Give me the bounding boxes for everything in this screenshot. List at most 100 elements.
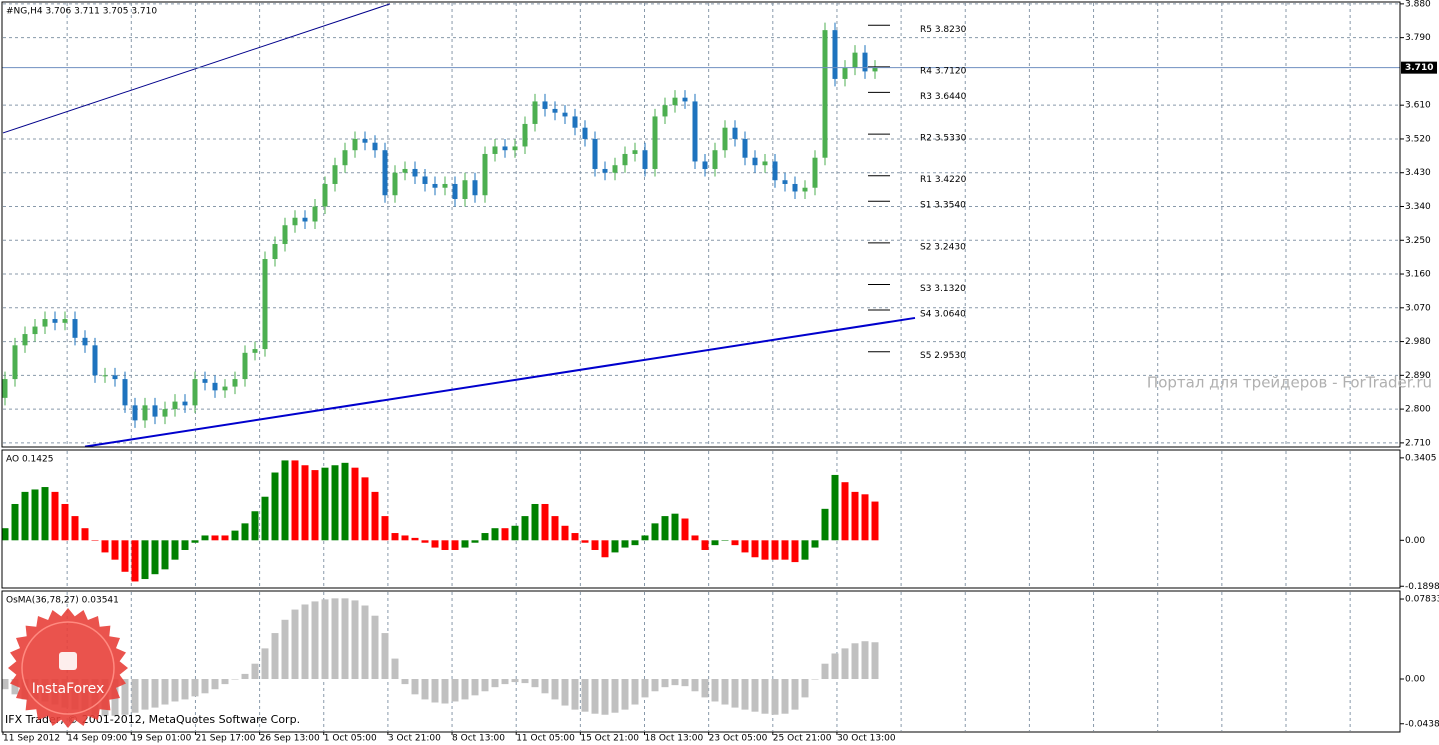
histogram-bar (391, 533, 399, 541)
pivot-label: S3 3.1320 (920, 284, 966, 294)
candle-body (262, 259, 268, 350)
histogram-bar (461, 679, 469, 700)
histogram-bar (621, 679, 629, 710)
y-tick-label: 0.00 (1405, 536, 1425, 546)
pivot-label: R1 3.4220 (920, 175, 967, 185)
y-tick-label: 2.800 (1405, 405, 1431, 415)
histogram-bar (221, 535, 229, 541)
histogram-bar (121, 679, 129, 715)
candle-body (562, 112, 568, 117)
histogram-bar (741, 679, 749, 710)
histogram-bar (691, 679, 699, 692)
candle-body (152, 405, 158, 417)
candle-body (392, 172, 398, 196)
histogram-bar (811, 679, 819, 680)
histogram-bar (541, 679, 549, 694)
candle-body (512, 146, 518, 151)
candle-body (272, 244, 278, 260)
histogram-bar (381, 516, 389, 541)
histogram-bar (11, 503, 19, 541)
candle-body (432, 183, 438, 188)
histogram-bar (701, 540, 709, 550)
candle-body (112, 375, 118, 380)
histogram-bar (131, 540, 139, 582)
histogram-bar (711, 540, 719, 546)
histogram-bar (751, 540, 759, 558)
x-tick-label: 11 Sep 2012 (3, 734, 60, 744)
candle-body (352, 138, 358, 151)
candle-body (22, 334, 28, 346)
y-tick-label: 2.890 (1405, 371, 1431, 381)
histogram-bar (561, 679, 569, 706)
logo-icon (59, 652, 77, 670)
y-tick-label: 0.00 (1405, 675, 1425, 685)
histogram-bar (301, 465, 309, 541)
candle-body (372, 142, 378, 151)
x-tick-label: 21 Sep 17:00 (195, 734, 255, 744)
candle-body (222, 386, 228, 391)
histogram-bar (1, 679, 9, 690)
histogram-bar (111, 540, 119, 560)
candle-body (32, 326, 38, 335)
trend-line (2, 3, 391, 134)
histogram-bar (311, 601, 319, 680)
histogram-bar (451, 540, 459, 550)
histogram-bar (851, 491, 859, 541)
histogram-bar (231, 679, 239, 680)
y-tick-label: 0.3405 (1405, 453, 1437, 463)
histogram-bar (251, 663, 259, 680)
candle-body (12, 345, 18, 380)
histogram-bar (521, 679, 529, 684)
histogram-bar (641, 535, 649, 541)
osma-panel-border (1, 590, 1401, 733)
histogram-bar (31, 489, 39, 541)
histogram-bar (671, 679, 679, 686)
histogram-bar (431, 540, 439, 548)
histogram-bar (601, 679, 609, 715)
histogram-bar (331, 465, 339, 541)
histogram-bar (831, 653, 839, 680)
histogram-bar (181, 679, 189, 700)
candle-body (242, 352, 248, 380)
histogram-bar (261, 648, 269, 680)
histogram-bar (191, 679, 199, 697)
histogram-bar (401, 535, 409, 541)
candle-body (672, 97, 678, 106)
histogram-bar (171, 679, 179, 702)
y-tick-label: -0.1898 (1405, 582, 1439, 592)
candle-body (2, 379, 8, 398)
pivot-label: S5 2.9530 (920, 351, 966, 361)
pivot-label: R4 3.7120 (920, 66, 967, 76)
histogram-bar (131, 679, 139, 713)
candle-body (832, 30, 838, 79)
candle-body (542, 101, 548, 109)
histogram-bar (671, 513, 679, 541)
histogram-bar (151, 679, 159, 708)
histogram-bar (201, 535, 209, 541)
pivot-label: R5 3.8230 (920, 25, 967, 35)
histogram-bar (591, 540, 599, 550)
histogram-bar (211, 679, 219, 690)
histogram-bar (491, 679, 499, 688)
histogram-bar (731, 679, 739, 708)
histogram-bar (261, 496, 269, 541)
y-tick-label: 3.880 (1405, 0, 1431, 9)
candle-body (782, 180, 788, 184)
y-tick-label: 3.790 (1405, 33, 1431, 43)
candle-body (642, 150, 648, 169)
candle-body (622, 153, 628, 166)
histogram-bar (141, 679, 149, 710)
histogram-bar (421, 679, 429, 700)
pivot-label: R2 3.5330 (920, 134, 967, 144)
candle-body (82, 337, 88, 346)
histogram-bar (291, 460, 299, 541)
histogram-bar (711, 679, 719, 702)
candle-body (412, 168, 418, 177)
y-tick-label: 3.520 (1405, 134, 1431, 144)
candle-body (192, 379, 198, 406)
histogram-bar (281, 619, 289, 680)
histogram-bar (331, 598, 339, 680)
histogram-bar (371, 491, 379, 541)
histogram-bar (311, 470, 319, 541)
candle-body (662, 105, 668, 117)
